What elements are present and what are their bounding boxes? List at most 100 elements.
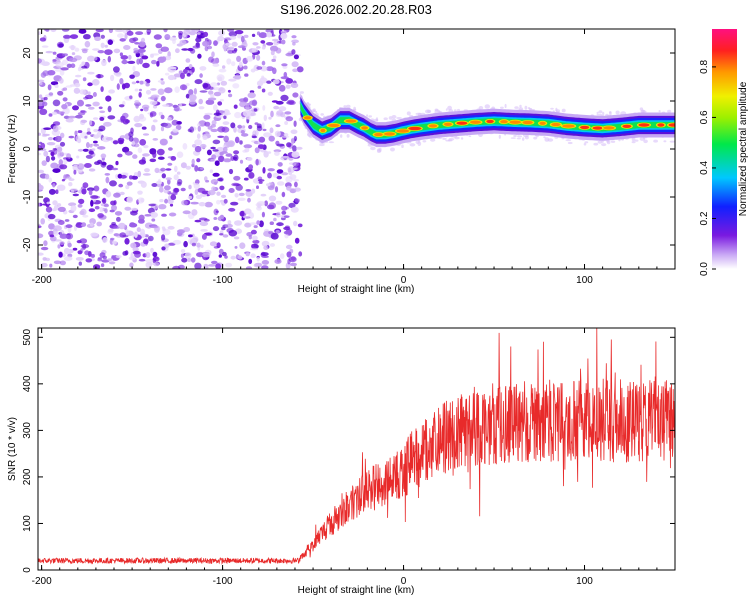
noise-speckle	[230, 201, 239, 206]
noise-speckle	[52, 168, 61, 174]
noise-speckle	[244, 208, 252, 215]
noise-speckle	[104, 173, 111, 176]
noise-speckle	[164, 185, 171, 191]
noise-speckle	[108, 29, 113, 34]
noise-speckle	[119, 174, 127, 179]
noise-speckle	[242, 125, 246, 129]
noise-speckle	[258, 181, 263, 184]
noise-speckle	[213, 91, 222, 97]
noise-speckle	[87, 91, 91, 95]
noise-speckle	[196, 242, 201, 248]
noise-speckle	[212, 226, 220, 232]
ridge-hotspot-red	[622, 124, 632, 128]
spectrogram-x-tick-label: 100	[576, 275, 593, 286]
noise-speckle	[99, 116, 105, 121]
noise-speckle	[248, 164, 254, 170]
noise-speckle	[291, 167, 298, 170]
noise-speckle	[175, 48, 180, 54]
ridge-halo-speckle	[445, 139, 451, 142]
noise-speckle	[82, 49, 88, 54]
ridge-halo-speckle	[643, 139, 648, 144]
noise-speckle	[43, 127, 52, 130]
noise-speckle	[233, 175, 241, 181]
noise-speckle	[82, 214, 89, 218]
ridge-halo-speckle	[527, 107, 531, 110]
noise-speckle	[204, 121, 211, 127]
noise-speckle	[173, 174, 179, 181]
noise-speckle	[67, 115, 77, 119]
noise-speckle	[118, 222, 126, 230]
noise-speckle	[71, 52, 76, 56]
noise-speckle	[159, 138, 168, 146]
noise-speckle	[76, 240, 82, 244]
noise-speckle	[97, 146, 106, 150]
ridge-halo-speckle	[522, 137, 525, 141]
noise-speckle	[208, 264, 216, 267]
noise-speckle	[253, 108, 258, 112]
noise-speckle	[59, 141, 66, 147]
noise-speckle	[157, 88, 165, 95]
noise-speckle	[214, 160, 220, 166]
ridge-halo-speckle	[320, 113, 325, 116]
noise-speckle	[258, 32, 268, 39]
noise-speckle	[210, 128, 218, 133]
noise-speckle	[200, 167, 204, 170]
noise-speckle	[196, 123, 201, 127]
noise-speckle	[290, 256, 296, 261]
noise-speckle	[93, 117, 99, 120]
noise-speckle	[52, 200, 58, 206]
noise-speckle	[283, 71, 288, 78]
noise-speckle	[142, 153, 150, 157]
noise-speckle	[289, 174, 297, 180]
noise-speckle	[253, 225, 258, 229]
noise-speckle	[45, 257, 51, 262]
noise-speckle	[253, 263, 262, 268]
noise-speckle	[137, 197, 145, 204]
noise-speckle	[178, 32, 183, 40]
ridge-halo-speckle	[550, 107, 554, 110]
ridge-halo-speckle	[602, 111, 605, 116]
noise-speckle	[256, 66, 263, 70]
noise-speckle	[44, 173, 50, 180]
noise-speckle	[212, 63, 220, 67]
noise-speckle	[56, 184, 66, 191]
noise-speckle	[172, 265, 181, 269]
noise-speckle	[285, 244, 293, 250]
ridge-halo-speckle	[456, 108, 461, 112]
noise-speckle	[257, 85, 262, 89]
noise-speckle	[76, 222, 83, 225]
noise-speckle	[190, 257, 196, 263]
noise-speckle	[269, 221, 274, 225]
noise-speckle	[86, 142, 90, 149]
ridge-halo-speckle	[631, 141, 636, 144]
noise-speckle	[141, 37, 145, 43]
noise-speckle	[113, 66, 120, 73]
noise-speckle	[186, 73, 191, 77]
noise-speckle	[112, 240, 117, 245]
noise-speckle	[59, 151, 64, 157]
noise-speckle	[110, 237, 115, 241]
noise-speckle	[234, 193, 239, 198]
noise-speckle	[179, 103, 183, 108]
noise-speckle	[252, 42, 259, 46]
noise-speckle	[256, 54, 261, 61]
ridge-halo-speckle	[388, 116, 393, 120]
ridge-hotspot-red	[327, 123, 340, 128]
noise-speckle	[250, 247, 259, 251]
noise-speckle	[57, 203, 62, 207]
noise-speckle	[149, 158, 157, 163]
noise-speckle	[243, 144, 253, 149]
noise-speckle	[268, 195, 277, 202]
noise-speckle	[239, 242, 246, 249]
noise-speckle	[194, 145, 202, 153]
noise-speckle	[38, 152, 42, 156]
noise-speckle	[75, 114, 83, 119]
noise-speckle	[134, 231, 138, 238]
noise-speckle	[216, 191, 221, 196]
ridge-halo-speckle	[510, 137, 516, 139]
ridge-halo-speckle	[383, 117, 388, 120]
noise-speckle	[183, 68, 188, 74]
spectrogram-x-tick-label: -100	[213, 275, 233, 286]
noise-speckle	[262, 105, 266, 111]
noise-speckle	[167, 117, 172, 121]
